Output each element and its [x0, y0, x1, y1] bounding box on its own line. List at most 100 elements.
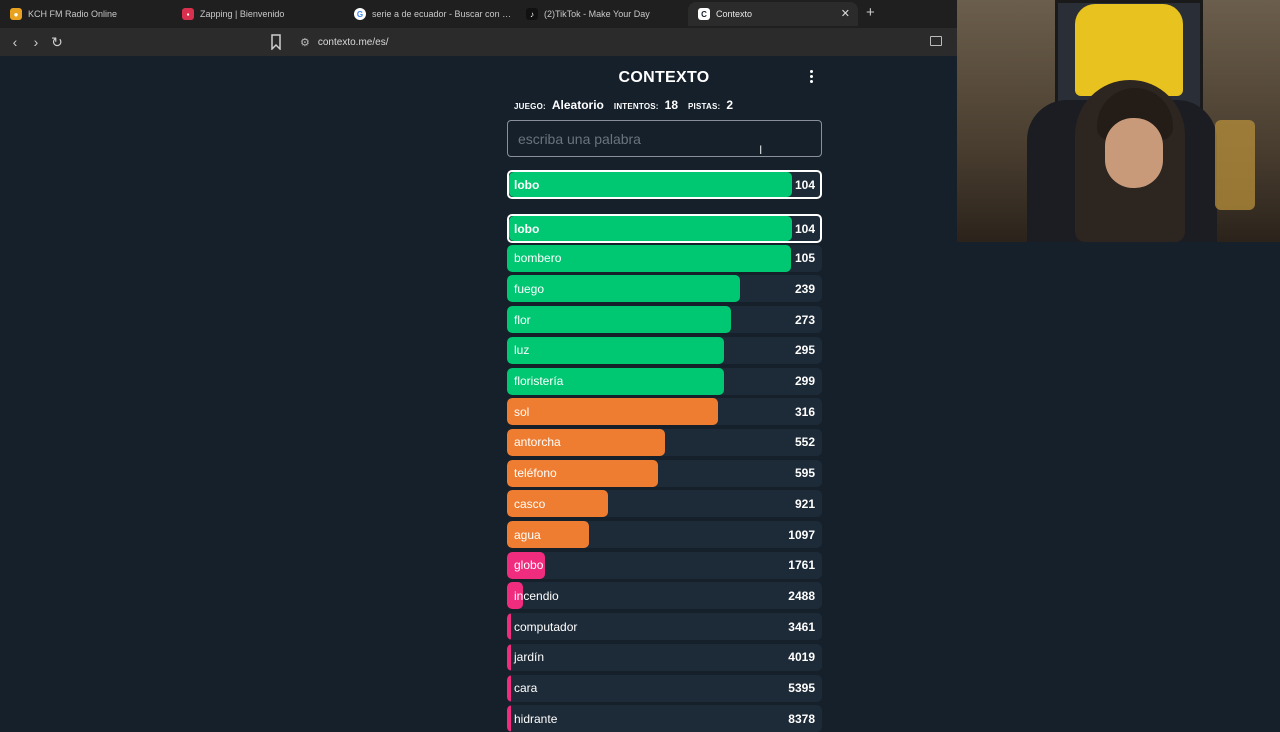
- more-menu-icon[interactable]: [806, 70, 816, 86]
- tab-1[interactable]: ▪ Zapping | Bienvenido: [172, 2, 342, 26]
- google-favicon-icon: G: [354, 8, 366, 20]
- distance-bar: [507, 367, 725, 395]
- guess-word: antorcha: [514, 435, 561, 450]
- forward-icon[interactable]: ›: [33, 34, 39, 50]
- address-bar[interactable]: ⚙ contexto.me/es/: [294, 32, 954, 52]
- attempts-value: 18: [664, 98, 679, 112]
- guess-row: teléfono 595: [507, 459, 822, 487]
- last-guess-row: lobo 104: [507, 170, 822, 199]
- page-title: CONTEXTO: [618, 69, 710, 86]
- distance-bar: [507, 674, 511, 702]
- guess-row: casco 921: [507, 490, 822, 518]
- distance-bar: [507, 521, 589, 548]
- guess-row: luz 295: [507, 336, 822, 364]
- tab-title: Zapping | Bienvenido: [200, 9, 285, 19]
- tab-title: serie a de ecuador - Buscar con Goog: [372, 9, 514, 19]
- guess-distance: 921: [794, 496, 815, 511]
- guess-distance: 299: [794, 374, 815, 388]
- guess-distance: 1761: [788, 558, 815, 573]
- guess-distance: 8378: [788, 711, 815, 726]
- guess-row: lobo 104: [507, 214, 822, 243]
- distance-bar: [507, 705, 511, 732]
- guess-word: computador: [514, 619, 578, 634]
- bookmark-icon[interactable]: [270, 34, 282, 50]
- game-value: Aleatorio: [551, 98, 604, 112]
- guess-distance: 273: [794, 312, 815, 327]
- guess-distance: 239: [794, 281, 815, 296]
- tab-0[interactable]: ● KCH FM Radio Online: [0, 2, 170, 26]
- guess-distance: 4019: [788, 650, 815, 665]
- site-settings-icon[interactable]: ⚙: [300, 36, 310, 49]
- guess-word: cara: [514, 681, 538, 695]
- hints-value: 2: [726, 98, 734, 112]
- guess-distance: 316: [794, 404, 815, 419]
- tiktok-favicon-icon: ♪: [526, 8, 538, 20]
- guess-distance: 5395: [788, 681, 815, 695]
- distance-bar: [507, 398, 719, 426]
- tab-2[interactable]: G serie a de ecuador - Buscar con Goog: [344, 2, 514, 26]
- radio-favicon-icon: ●: [10, 8, 22, 20]
- distance-bar: [507, 582, 523, 610]
- guess-word: lobo: [514, 221, 540, 236]
- back-icon[interactable]: ‹: [12, 34, 18, 50]
- guess-distance: 552: [794, 435, 815, 450]
- guess-word: casco: [514, 496, 546, 511]
- guess-word: floristería: [514, 374, 564, 388]
- guess-word: jardín: [514, 650, 545, 665]
- word-input[interactable]: [507, 120, 822, 157]
- guess-distance: 104: [794, 221, 815, 236]
- guess-row: fuego 239: [507, 275, 822, 303]
- guess-word: fuego: [514, 281, 545, 296]
- url-text: contexto.me/es/: [317, 36, 389, 48]
- guess-distance: 2488: [788, 588, 815, 603]
- distance-bar: [507, 275, 741, 303]
- trophy: [1215, 120, 1255, 210]
- game-label: JUEGO:: [514, 102, 546, 111]
- distance-bar: [507, 490, 608, 518]
- distance-bar: [507, 336, 725, 364]
- tab-3[interactable]: ♪ (2)TikTok - Make Your Day: [516, 2, 686, 26]
- distance-bar: [507, 643, 511, 671]
- guess-row: bombero 105: [507, 244, 822, 272]
- attempts-label: INTENTOS:: [613, 102, 659, 111]
- new-tab-button[interactable]: +: [866, 4, 875, 21]
- hints-label: PISTAS:: [688, 102, 721, 111]
- tab-4[interactable]: C Contexto ✕: [688, 2, 858, 26]
- contexto-favicon-icon: C: [698, 8, 710, 20]
- guess-row: incendio 2488: [507, 582, 822, 610]
- guess-distance: 3461: [788, 619, 815, 634]
- tab-title: (2)TikTok - Make Your Day: [544, 9, 650, 19]
- distance-bar: [507, 613, 511, 641]
- guess-distance: 595: [794, 466, 815, 481]
- cast-icon[interactable]: [930, 36, 942, 46]
- distance-bar: [507, 459, 659, 487]
- distance-bar: [507, 428, 665, 456]
- person-face: [1105, 118, 1163, 188]
- close-icon[interactable]: ✕: [840, 8, 850, 20]
- guess-row: jardín 4019: [507, 643, 822, 671]
- guess-row: flor 273: [507, 306, 822, 334]
- game-stats: JUEGO: Aleatorio INTENTOS: 18 PISTAS: 2: [514, 98, 733, 112]
- guess-row: floristería 299: [507, 367, 822, 395]
- guess-row: antorcha 552: [507, 428, 822, 456]
- zapping-favicon-icon: ▪: [182, 8, 194, 20]
- distance-bar: [507, 244, 791, 272]
- guess-word: luz: [514, 343, 530, 358]
- guess-distance: 104: [794, 177, 815, 192]
- guess-word: teléfono: [514, 466, 557, 481]
- guess-distance: 1097: [788, 527, 815, 542]
- distance-bar: [509, 216, 792, 241]
- tab-title: Contexto: [716, 9, 753, 19]
- guess-word: globo: [514, 558, 544, 573]
- distance-bar: [507, 551, 545, 579]
- distance-bar: [509, 172, 792, 197]
- guess-row: cara 5395: [507, 674, 822, 702]
- guess-distance: 295: [794, 343, 815, 358]
- distance-bar: [507, 306, 731, 334]
- guess-word: sol: [514, 404, 530, 419]
- guess-row: agua 1097: [507, 521, 822, 548]
- reload-icon[interactable]: ↻: [51, 34, 63, 50]
- guess-row: sol 316: [507, 398, 822, 426]
- text-cursor-icon: I: [759, 143, 763, 157]
- guess-row: computador 3461: [507, 613, 822, 641]
